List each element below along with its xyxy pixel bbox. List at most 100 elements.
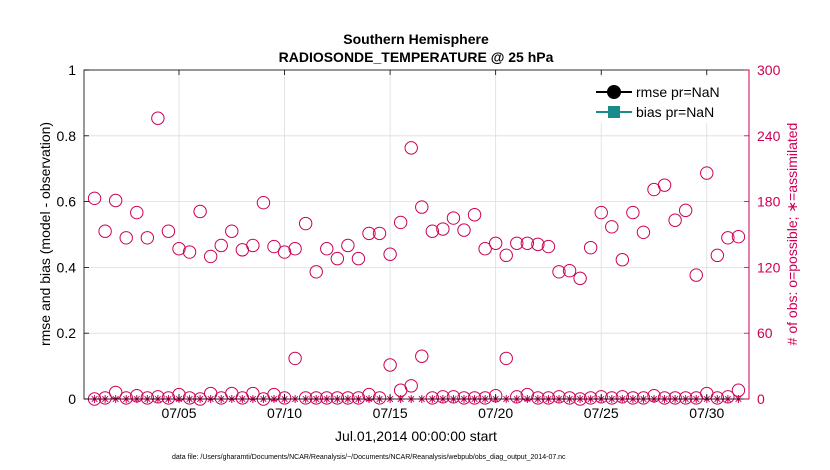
obs-possible-point: [678, 203, 693, 218]
obs-possible-point: [710, 248, 725, 263]
obs-possible-point: [277, 245, 292, 259]
obs-possible-point: [330, 251, 345, 266]
obs-possible-point: [277, 391, 292, 405]
obs-possible-point: [193, 204, 207, 219]
obs-possible-point: [383, 247, 397, 261]
obs-possible-point: [594, 390, 608, 404]
obs-possible-point: [98, 391, 112, 405]
obs-possible-point: [288, 351, 302, 366]
obs-possible-point: [119, 391, 133, 405]
obs-possible-point: [267, 239, 281, 254]
y-axis-right-label: # of obs: o=possible; ∗=assimilated: [784, 123, 800, 346]
obs-possible-point: [330, 391, 345, 405]
obs-possible-point: [689, 268, 703, 282]
obs-possible-point: [372, 226, 387, 241]
y-right-tick-label: 0: [757, 391, 765, 407]
obs-possible-point: [362, 226, 376, 241]
obs-possible-point: [499, 248, 513, 263]
obs-possible-point: [552, 265, 566, 279]
obs-possible-point: [721, 390, 735, 404]
obs-possible-point: [436, 222, 450, 236]
obs-possible-point: [393, 215, 408, 230]
obs-possible-point: [415, 200, 429, 214]
obs-possible-point: [351, 251, 366, 266]
obs-possible-point: [256, 195, 271, 210]
legend-bias-marker: [608, 106, 620, 118]
obs-possible-point: [700, 166, 714, 180]
obs-possible-point: [541, 239, 556, 254]
obs-possible-point: [552, 390, 566, 404]
obs-possible-point: [309, 391, 323, 405]
x-tick-label: 07/30: [689, 405, 724, 421]
obs-possible-point: [446, 390, 461, 404]
obs-possible-point: [436, 390, 450, 404]
obs-possible-point: [425, 224, 440, 238]
obs-possible-point: [636, 225, 651, 240]
obs-possible-point: [108, 193, 123, 208]
obs-possible-point: [657, 178, 672, 192]
obs-possible-point: [636, 391, 651, 405]
obs-possible-point: [404, 379, 418, 393]
x-axis-label: Jul.01,2014 00:00:00 start: [335, 428, 497, 444]
obs-possible-point: [320, 391, 334, 405]
obs-possible-point: [541, 391, 556, 405]
obs-possible-point: [531, 391, 545, 405]
y-right-tick-label: 180: [757, 194, 781, 210]
y-right-tick-label: 240: [757, 128, 781, 144]
obs-possible-point: [182, 245, 197, 259]
obs-possible-point: [668, 213, 682, 227]
obs-possible-point: [151, 111, 165, 125]
obs-possible-point: [710, 391, 725, 405]
obs-possible-point: [383, 358, 397, 372]
obs-possible-point: [626, 391, 640, 405]
obs-possible-point: [415, 349, 429, 363]
obs-possible-point: [626, 205, 640, 220]
obs-possible-point: [499, 351, 513, 366]
obs-possible-point: [320, 242, 334, 256]
obs-possible-point: [446, 211, 461, 225]
obs-possible-point: [510, 390, 524, 404]
obs-possible-point: [119, 231, 133, 245]
x-tick-label: 07/15: [373, 405, 408, 421]
obs-possible-point: [721, 231, 735, 245]
obs-possible-point: [583, 240, 598, 255]
y-left-tick-label: 0.8: [57, 128, 77, 144]
obs-possible-point: [372, 391, 387, 405]
obs-possible-point: [457, 391, 471, 405]
y-right-tick-label: 120: [757, 259, 781, 275]
obs-possible-point: [161, 224, 176, 238]
obs-possible-point: [404, 141, 418, 155]
obs-possible-point: [309, 265, 323, 279]
data-file-footnote: data file: /Users/gharamti/Documents/NCA…: [172, 454, 566, 461]
obs-possible-point: [531, 237, 545, 252]
obs-possible-point: [425, 391, 440, 405]
chart-subtitle: RADIOSONDE_TEMPERATURE @ 25 hPa: [279, 49, 554, 65]
y-left-tick-label: 0: [68, 391, 76, 407]
obs-possible-point: [583, 391, 598, 405]
obs-possible-point: [203, 249, 218, 264]
y-left-tick-label: 0.6: [57, 194, 77, 210]
obs-possible-point: [298, 391, 313, 405]
obs-possible-point: [140, 231, 155, 245]
obs-possible-point: [351, 391, 366, 405]
y-right-tick-label: 300: [757, 62, 781, 78]
obs-possible-point: [520, 236, 535, 250]
ticks-layer: 07/05 07/10 07/15 07/20 07/25 07/30 0 0.2 0.4 0.6…: [57, 62, 781, 421]
y-left-tick-label: 0.4: [57, 259, 77, 275]
grid-x: [178, 70, 708, 399]
obs-possible-point: [246, 238, 260, 253]
obs-possible-point: [510, 236, 524, 250]
obs-possible-point: [288, 242, 302, 256]
obs-possible-point: [298, 216, 313, 231]
obs-possible-point: [214, 238, 228, 253]
legend: rmse pr=NaN bias pr=NaN: [584, 77, 740, 123]
x-tick-label: 07/25: [584, 405, 619, 421]
legend-bias-label: bias pr=NaN: [636, 104, 714, 120]
obs-possible-point: [225, 224, 239, 238]
x-tick-label: 07/20: [478, 405, 513, 421]
obs-possible-point: [668, 391, 682, 405]
x-tick-label: 07/10: [267, 405, 302, 421]
legend-rmse-label: rmse pr=NaN: [636, 84, 720, 100]
obs-possible-point: [678, 391, 693, 405]
